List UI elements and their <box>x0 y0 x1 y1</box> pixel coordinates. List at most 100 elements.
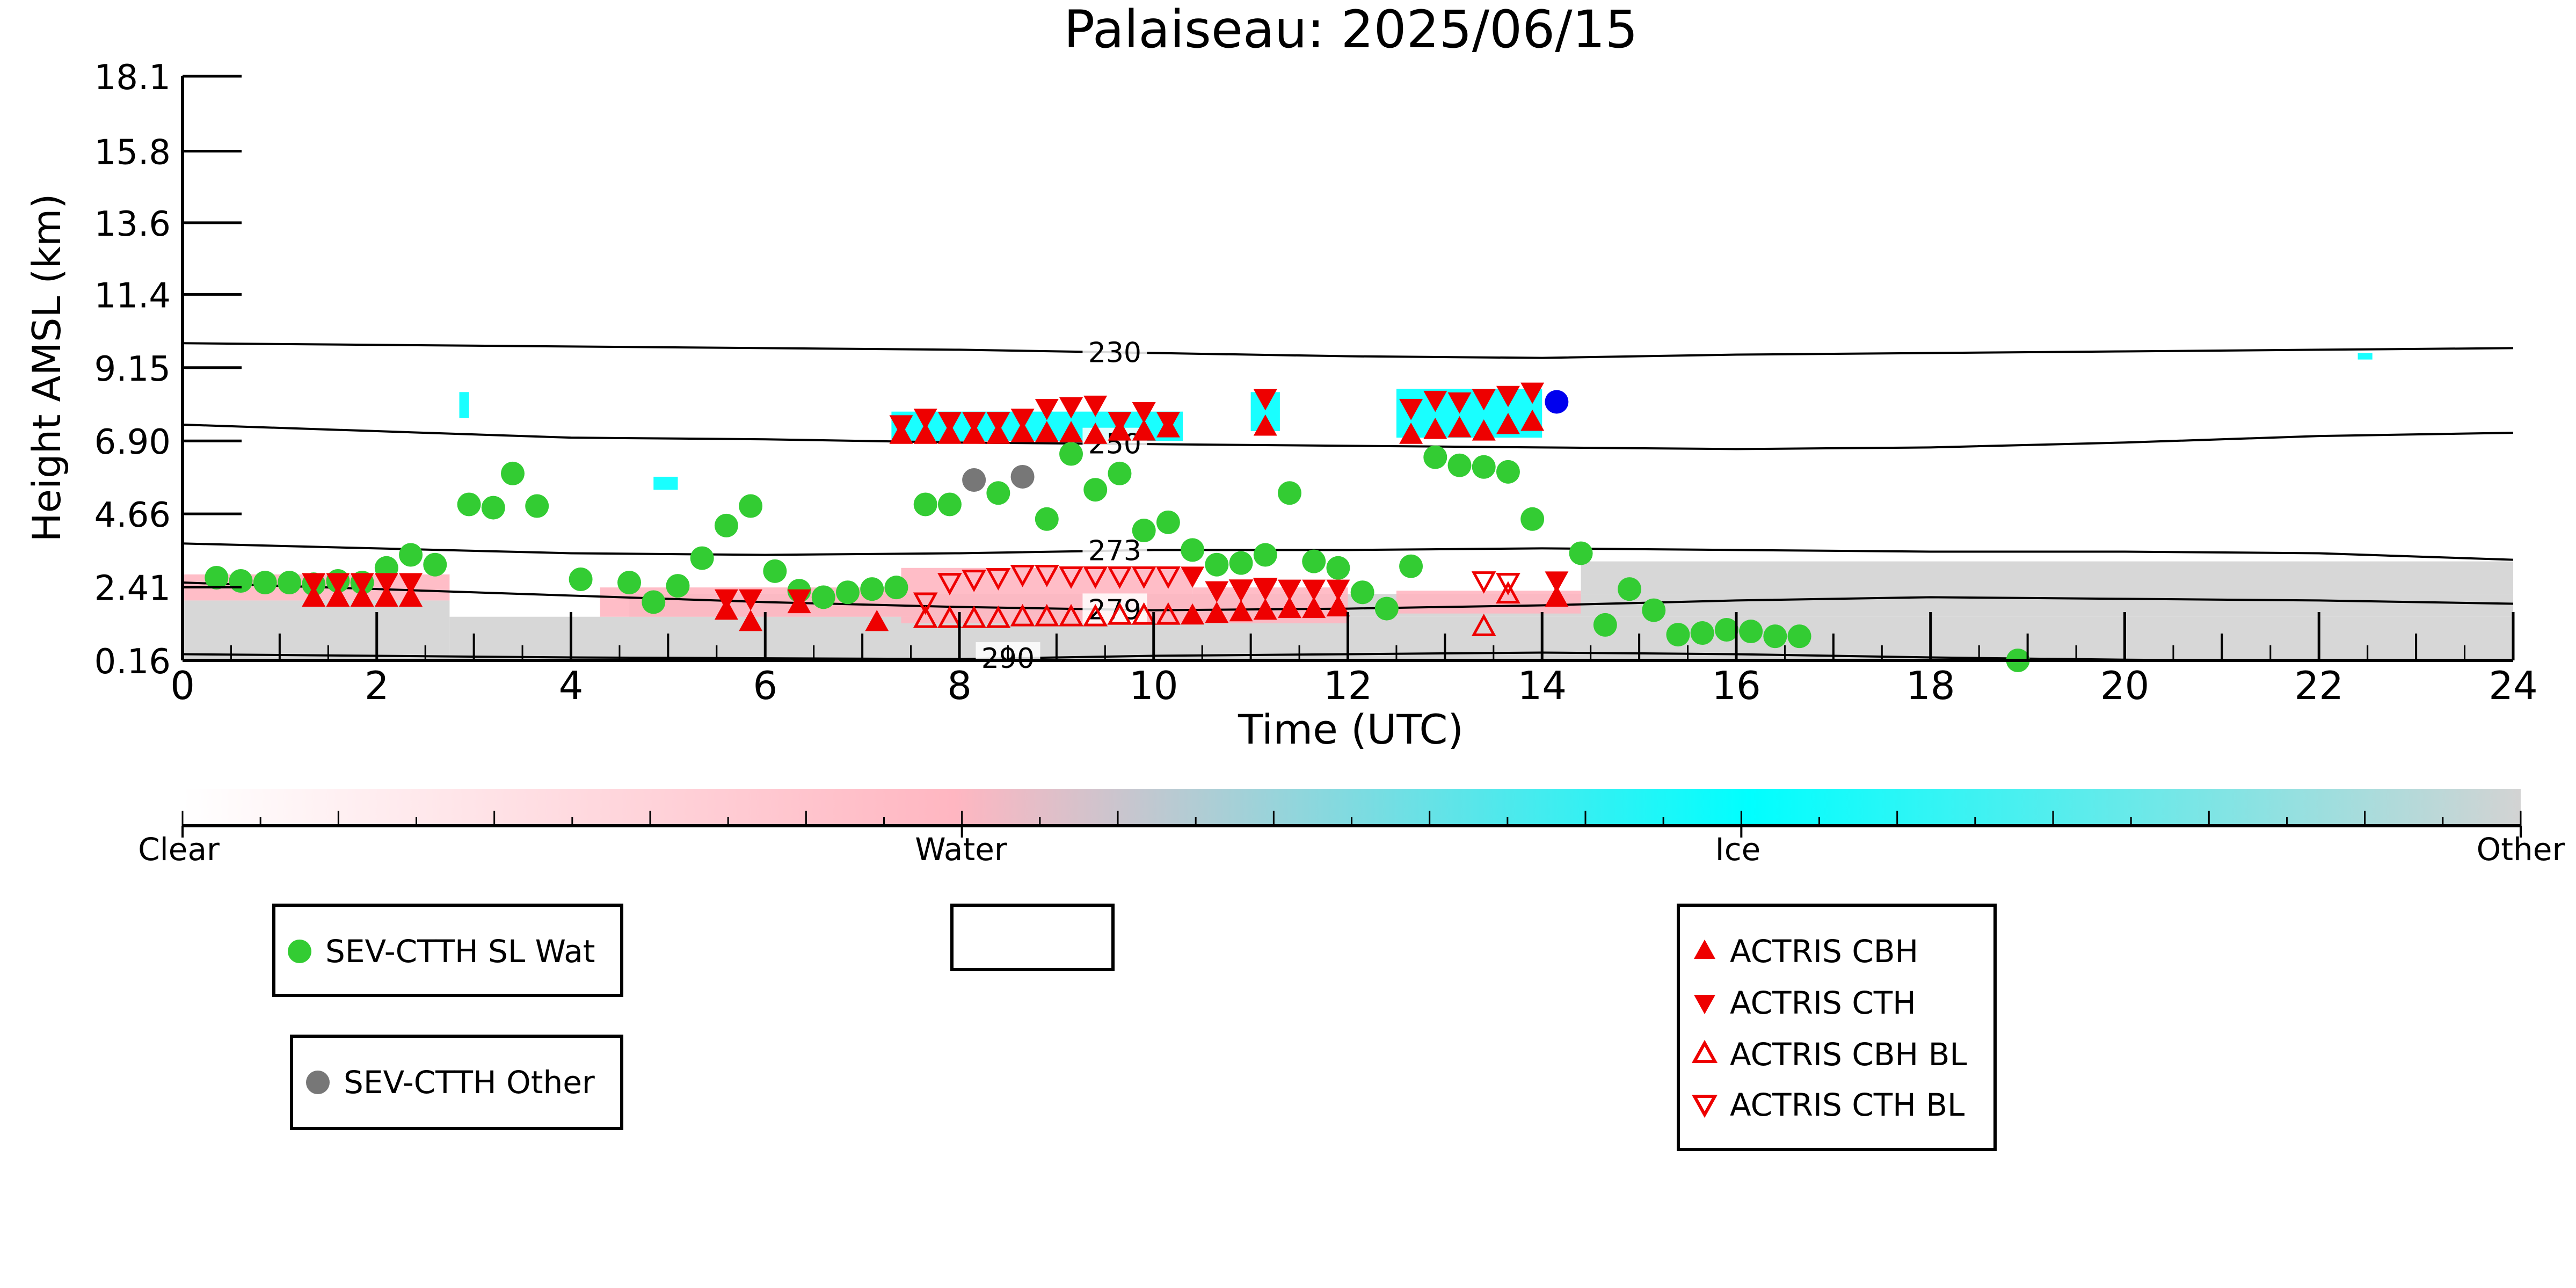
bg-block <box>653 476 678 490</box>
actris-cth-point <box>714 589 738 611</box>
actris-cbh-point <box>1520 409 1545 431</box>
colorbar-label-clear: Clear <box>138 831 220 868</box>
actris-cth-point <box>1035 398 1059 420</box>
actris-cth-point <box>1423 390 1447 412</box>
actris-cbh-bl-point <box>1010 603 1035 627</box>
sev-ctth-sl-wat-point <box>1083 478 1108 502</box>
actris-cbh-point <box>913 423 937 444</box>
actris-cbh-point <box>1253 414 1277 436</box>
colorbar-label-ice: Ice <box>1715 831 1761 868</box>
actris-cbh-point <box>374 585 398 607</box>
bg-block <box>2357 353 2373 360</box>
sev-ctth-sl-wat-point <box>1763 624 1787 649</box>
actris-cbh-bl-point <box>986 605 1011 628</box>
actris-cbh-point <box>399 585 423 607</box>
actris-cbh-point <box>302 585 326 607</box>
actris-cbh-point <box>937 423 962 444</box>
actris-cth-point <box>787 589 811 611</box>
sev-ctth-sl-wat-point <box>1326 556 1350 580</box>
sev-ctth-sl-wat-point <box>253 571 277 595</box>
series-2-point <box>1545 390 1569 414</box>
actris-cbh-point <box>1399 423 1423 444</box>
legend-label-sev-wat: SEV-CTTH SL Wat <box>325 933 595 970</box>
actris-cth-bl-point <box>1083 566 1108 589</box>
sev-ctth-sl-wat-point <box>811 585 835 609</box>
actris-cbh-point <box>1302 596 1326 618</box>
sev-ctth-sl-wat-point <box>1035 507 1059 531</box>
actris-cbh-point <box>1447 416 1472 438</box>
sev-ctth-sl-wat-point <box>1229 551 1253 575</box>
actris-cth-point <box>374 573 398 595</box>
sev-ctth-sl-wat-point <box>714 513 738 537</box>
x-tick-label: 14 <box>1517 663 1567 708</box>
legend-marker-sev-wat <box>288 940 311 963</box>
actris-cth-bl-point <box>937 573 962 595</box>
sev-ctth-sl-wat-point <box>763 559 787 583</box>
sev-ctth-sl-wat-point <box>500 461 525 485</box>
actris-cth-point <box>1326 579 1350 601</box>
contour-line-279 <box>182 581 2514 612</box>
actris-cbh-bl-point <box>962 605 987 628</box>
legend-sev-wat: SEV-CTTH SL Wat <box>272 904 623 997</box>
x-tick-label: 0 <box>170 663 195 708</box>
sev-ctth-sl-wat-point <box>569 567 593 591</box>
actris-cth-point <box>1447 392 1472 414</box>
sev-ctth-sl-wat-point <box>1714 617 1738 642</box>
actris-cth-point <box>1545 571 1569 593</box>
plot-area: 230250273279290 0.162.414.666.909.1511.4… <box>94 58 2538 708</box>
actris-cth-bl-point <box>1059 566 1083 589</box>
y-tick-label: 4.66 <box>94 496 171 535</box>
actris-cbh-point <box>962 423 986 444</box>
sev-ctth-sl-wat-point <box>423 552 447 577</box>
actris-cth-point <box>1253 389 1277 411</box>
legend-marker-cth <box>1694 995 1715 1014</box>
actris-cth-bl-point <box>1496 573 1520 595</box>
x-tick-label: 20 <box>2100 663 2150 708</box>
actris-cbh-bl-point <box>1131 602 1156 625</box>
actris-cth-point <box>937 412 962 433</box>
actris-cth-point <box>739 589 763 611</box>
actris-cbh-bl-point <box>1155 602 1181 625</box>
actris-cth-point <box>350 573 374 595</box>
sev-ctth-sl-wat-point <box>1059 442 1083 466</box>
legend-marker-sev-other <box>306 1071 330 1094</box>
actris-cth-point <box>1302 579 1326 601</box>
actris-cbh-bl-point <box>1059 603 1083 627</box>
actris-cth-bl-point <box>1107 566 1132 589</box>
sev-ctth-sl-wat-point <box>1423 445 1447 469</box>
x-tick-label: 16 <box>1712 663 1761 708</box>
sev-ctth-sl-wat-point <box>1472 455 1496 479</box>
actris-cth-point <box>1253 579 1277 601</box>
sev-ctth-sl-wat-point <box>1205 552 1229 577</box>
actris-cth-bl-point <box>1034 564 1059 587</box>
actris-cth-point <box>1132 402 1156 424</box>
actris-cth-point <box>913 409 937 430</box>
y-tick-label: 6.90 <box>94 423 171 462</box>
actris-cbh-point <box>1472 419 1496 441</box>
sev-ctth-sl-wat-point <box>1593 613 1617 637</box>
actris-cth-point <box>1229 579 1253 601</box>
y-tick-label: 11.4 <box>94 276 171 316</box>
actris-cth-point <box>1156 412 1180 433</box>
sev-ctth-sl-wat-point <box>617 571 642 595</box>
x-tick-label: 6 <box>753 663 777 708</box>
y-tick-label: 15.8 <box>94 133 171 172</box>
y-tick-label: 9.15 <box>94 350 171 389</box>
actris-cth-bl-point <box>1155 566 1181 589</box>
sev-ctth-sl-wat-point <box>884 576 908 600</box>
contour-line-250 <box>182 423 2514 450</box>
actris-cth-point <box>962 412 986 433</box>
actris-cbh-point <box>1545 585 1569 607</box>
sev-ctth-sl-wat-point <box>1374 596 1399 621</box>
colorbar: Clear Water Ice Other <box>138 789 2565 868</box>
sev-ctth-sl-wat-point <box>666 574 690 598</box>
bg-block <box>1581 561 2513 594</box>
x-tick-label: 2 <box>365 663 389 708</box>
actris-cbh-bl-point <box>1083 603 1108 627</box>
y-tick-label: 0.16 <box>94 642 171 682</box>
legend-label-sev-other: SEV-CTTH Other <box>344 1064 595 1101</box>
sev-ctth-sl-wat-point <box>690 546 714 570</box>
actris-cth-point <box>1108 412 1132 433</box>
legend-actris: ACTRIS CBH ACTRIS CTH ACTRIS CBH BL ACTR… <box>1677 904 1997 1151</box>
